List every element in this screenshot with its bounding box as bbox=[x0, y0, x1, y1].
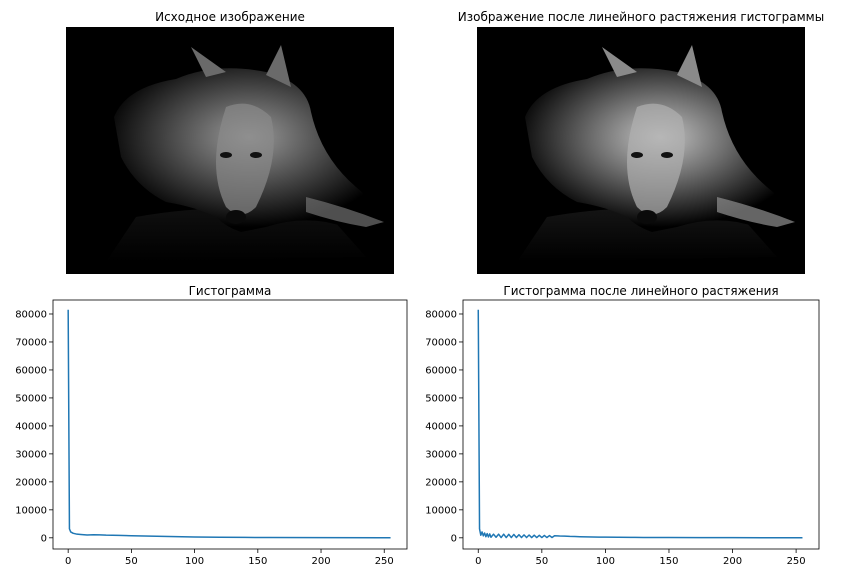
original-wolf-graphic bbox=[66, 27, 394, 274]
x-tick-label: 150 bbox=[659, 556, 678, 567]
y-tick-label: 20000 bbox=[15, 477, 47, 488]
x-tick-label: 100 bbox=[185, 556, 204, 567]
stretched-wolf-graphic bbox=[477, 27, 805, 274]
x-tick-label: 250 bbox=[787, 556, 806, 567]
original-image-title: Исходное изображение bbox=[155, 10, 305, 24]
y-tick-label: 10000 bbox=[425, 505, 457, 516]
y-tick-label: 10000 bbox=[15, 505, 47, 516]
axes-frame bbox=[462, 299, 820, 550]
x-tick-label: 50 bbox=[125, 556, 138, 567]
histogram-title: Гистограмма bbox=[188, 284, 272, 298]
stretched-image-title: Изображение после линейного растяжения г… bbox=[457, 10, 825, 24]
x-tick-label: 0 bbox=[475, 556, 481, 567]
y-tick-label: 50000 bbox=[15, 393, 47, 404]
axes-frame bbox=[52, 299, 408, 550]
x-tick-label: 150 bbox=[248, 556, 267, 567]
histogram-chart-0: 0 50 100 150 200 250 0 10000 20000 30000 40000 5000… bbox=[15, 299, 408, 567]
x-tick-label: 200 bbox=[311, 556, 330, 567]
stretched-wolf-image bbox=[477, 27, 805, 274]
y-tick-label: 80000 bbox=[425, 309, 457, 320]
y-tick-label: 40000 bbox=[15, 421, 47, 432]
x-tick-label: 100 bbox=[596, 556, 615, 567]
y-tick-label: 40000 bbox=[425, 421, 457, 432]
x-tick-label: 250 bbox=[375, 556, 394, 567]
x-tick-label: 50 bbox=[535, 556, 548, 567]
y-tick-label: 80000 bbox=[15, 309, 47, 320]
histogram-series-line bbox=[67, 309, 391, 539]
x-tick-label: 200 bbox=[723, 556, 742, 567]
y-tick-label: 30000 bbox=[15, 449, 47, 460]
y-tick-label: 60000 bbox=[425, 365, 457, 376]
y-tick-label: 60000 bbox=[15, 365, 47, 376]
stretched-histogram-title: Гистограмма после линейного растяжения bbox=[503, 284, 779, 298]
histogram-series-line bbox=[477, 309, 803, 539]
original-wolf-image bbox=[66, 27, 394, 274]
y-tick-label: 20000 bbox=[425, 477, 457, 488]
y-tick-label: 70000 bbox=[15, 337, 47, 348]
y-tick-label: 30000 bbox=[425, 449, 457, 460]
histogram-chart-1: 0 50 100 150 200 250 0 10000 20000 30000 40000 5000… bbox=[425, 299, 820, 567]
y-tick-label: 50000 bbox=[425, 393, 457, 404]
y-tick-label: 70000 bbox=[425, 337, 457, 348]
y-tick-label: 0 bbox=[41, 533, 47, 544]
x-tick-label: 0 bbox=[65, 556, 71, 567]
y-tick-label: 0 bbox=[451, 533, 457, 544]
